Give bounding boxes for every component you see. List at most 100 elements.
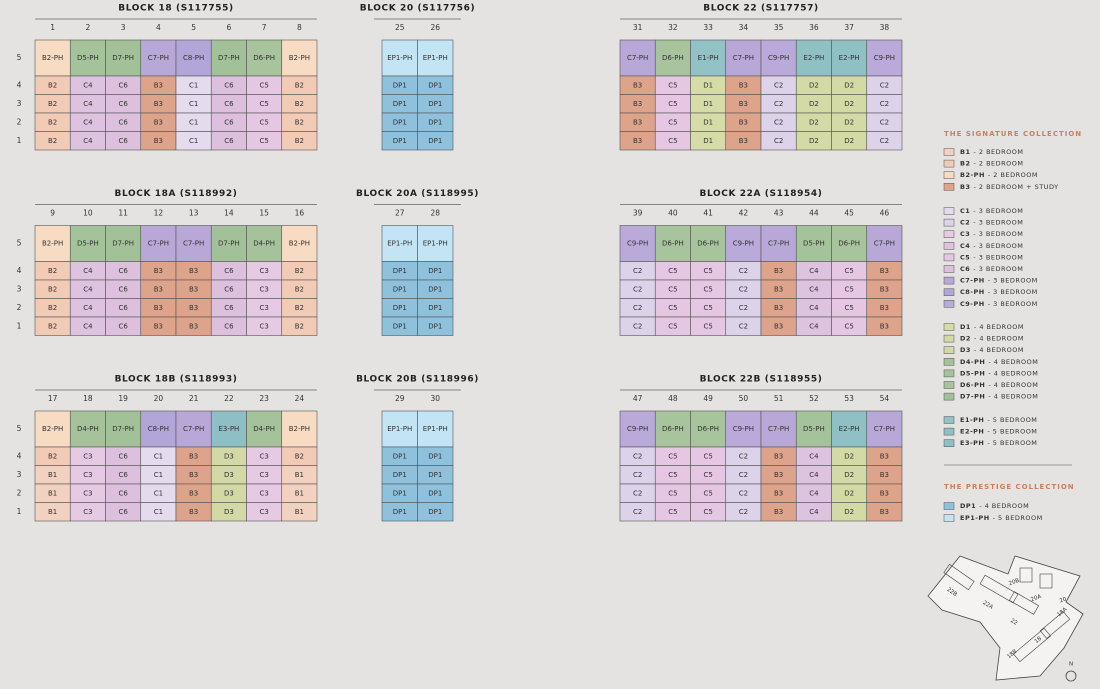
unit-type: C5 [844,285,853,293]
unit-type: DP1 [393,118,407,126]
legend-label: D6-PH - 4 BEDROOM [960,381,1038,389]
unit-type: EP1-PH [387,54,412,62]
unit-type: C4 [809,508,819,516]
floor-label: 1 [17,136,22,145]
unit-type: C4 [809,452,819,460]
unit-type: C9-PH [874,54,895,62]
unit-number: 22 [224,394,234,403]
legend-label: D1- 4 BEDROOM [960,323,1024,331]
unit-type: DP1 [428,137,442,145]
unit-number: 19 [118,394,128,403]
legend-text: - 3 BEDROOM [973,242,1023,250]
legend-code: E1-PH [960,416,984,424]
unit-type: B3 [880,267,889,275]
legend-swatch [943,207,955,215]
unit-type: C1 [189,81,198,89]
unit-type: B3 [880,489,889,497]
unit-type: C5 [668,304,677,312]
unit-type: B2 [48,322,57,330]
unit-number: 7 [262,23,267,32]
unit-type: B2 [48,100,57,108]
unit-type: DP1 [393,471,407,479]
unit-type: C6 [224,322,234,330]
unit-type: C7-PH [183,425,204,433]
legend-code: C8-PH [960,288,985,296]
unit-type: C6 [224,304,234,312]
unit-type: C6 [224,285,234,293]
map-label: 22 [1009,618,1018,627]
unit-type: C5 [668,452,677,460]
unit-cell [281,410,318,448]
unit-type: C6 [118,285,128,293]
legend-swatch [943,427,955,436]
unit-type: B2 [295,81,304,89]
legend-label: C4- 3 BEDROOM [960,242,1023,250]
unit-cell [654,39,691,77]
unit-number: 6 [226,23,231,32]
unit-type: D4-PH [253,240,275,248]
legend-text: - 4 BEDROOM [974,323,1024,331]
unit-type: C4 [83,285,93,293]
unit-type: C8-PH [148,425,169,433]
unit-type: B2 [48,285,57,293]
unit-type: C9-PH [733,425,754,433]
unit-type: C5 [259,100,268,108]
legend-text: - 2 BEDROOM [988,171,1038,179]
unit-type: B3 [633,100,642,108]
unit-type: C6 [224,267,234,275]
unit-type: D4-PH [253,425,275,433]
unit-type: DP1 [393,304,407,312]
floor-label: 1 [17,507,22,516]
unit-type: C6 [118,81,128,89]
unit-number: 35 [774,23,784,32]
unit-cell [140,410,177,448]
unit-type: D2 [844,452,854,460]
unit-type: C2 [633,285,642,293]
unit-cell [866,225,903,262]
unit-type: B3 [154,137,163,145]
unit-type: B3 [633,81,642,89]
unit-type: B3 [880,285,889,293]
unit-type: C4 [83,304,93,312]
unit-type: D2 [844,100,854,108]
unit-type: D1 [703,137,713,145]
unit-number: 32 [668,23,678,32]
legend-text: - 4 BEDROOM [988,393,1038,401]
unit-type: B2-PH [42,425,63,433]
legend-swatch [943,230,955,238]
unit-type: B3 [154,81,163,89]
legend-code: C4 [960,242,970,250]
unit-type: B2 [295,285,304,293]
map-label: 20B [1008,578,1020,587]
unit-number: 18 [83,394,93,403]
map-label: 18 [1034,636,1044,645]
unit-type: D1 [703,81,713,89]
legend-swatch [943,300,955,308]
unit-type: DP1 [428,267,442,275]
unit-number: 13 [189,209,199,218]
unit-type: B3 [880,471,889,479]
legend-text: - 3 BEDROOM [988,300,1038,308]
unit-type: B3 [880,322,889,330]
unit-type: C2 [633,304,642,312]
unit-type: C6 [118,471,128,479]
floor-label: 5 [17,53,22,62]
legend-swatch [943,514,955,522]
map-label: 22B [946,587,958,598]
unit-type: B2-PH [42,240,63,248]
legend-text: - 5 BEDROOM [987,428,1037,436]
legend-label: D5-PH - 4 BEDROOM [960,369,1038,377]
legend-label: D3- 4 BEDROOM [960,346,1024,354]
unit-type: C2 [739,322,748,330]
unit-type: D6-PH [697,240,719,248]
unit-type: C6 [224,81,234,89]
floor-label: 4 [17,451,22,460]
legend-label: C2- 3 BEDROOM [960,219,1023,227]
unit-cell [417,131,454,151]
legend-swatch [943,323,955,331]
legend-swatch [943,253,955,262]
unit-type: C3 [259,489,268,497]
unit-type: D6-PH [838,240,860,248]
unit-type: D2 [844,137,854,145]
legend-label: D2- 4 BEDROOM [960,335,1024,343]
